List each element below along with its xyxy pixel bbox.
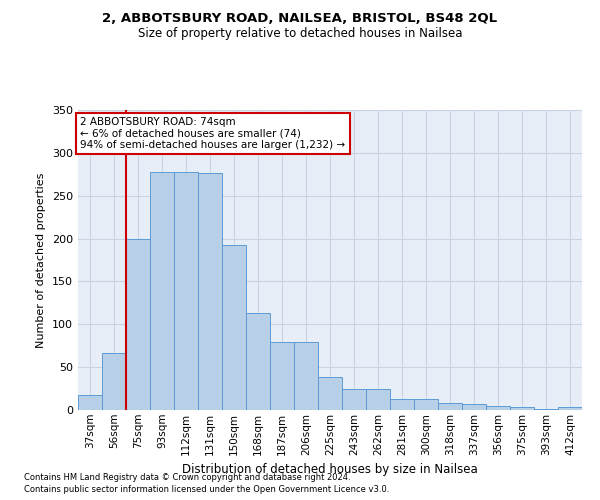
Bar: [534, 409, 558, 410]
Bar: [342, 388, 366, 410]
Text: Contains public sector information licensed under the Open Government Licence v3: Contains public sector information licen…: [24, 485, 389, 494]
Bar: [558, 408, 582, 410]
Bar: [78, 396, 102, 410]
Bar: [462, 404, 486, 410]
Text: Contains HM Land Registry data © Crown copyright and database right 2024.: Contains HM Land Registry data © Crown c…: [24, 474, 350, 482]
Text: Size of property relative to detached houses in Nailsea: Size of property relative to detached ho…: [138, 28, 462, 40]
Bar: [198, 172, 222, 410]
Bar: [414, 399, 438, 410]
X-axis label: Distribution of detached houses by size in Nailsea: Distribution of detached houses by size …: [182, 463, 478, 476]
Bar: [246, 313, 270, 410]
Bar: [510, 408, 534, 410]
Bar: [102, 352, 126, 410]
Bar: [390, 399, 414, 410]
Text: 2 ABBOTSBURY ROAD: 74sqm
← 6% of detached houses are smaller (74)
94% of semi-de: 2 ABBOTSBURY ROAD: 74sqm ← 6% of detache…: [80, 117, 346, 150]
Bar: [174, 172, 198, 410]
Bar: [294, 342, 318, 410]
Bar: [150, 172, 174, 410]
Bar: [126, 238, 150, 410]
Bar: [486, 406, 510, 410]
Bar: [270, 342, 294, 410]
Bar: [222, 244, 246, 410]
Text: 2, ABBOTSBURY ROAD, NAILSEA, BRISTOL, BS48 2QL: 2, ABBOTSBURY ROAD, NAILSEA, BRISTOL, BS…: [103, 12, 497, 26]
Bar: [318, 378, 342, 410]
Y-axis label: Number of detached properties: Number of detached properties: [37, 172, 46, 348]
Bar: [366, 388, 390, 410]
Bar: [438, 403, 462, 410]
